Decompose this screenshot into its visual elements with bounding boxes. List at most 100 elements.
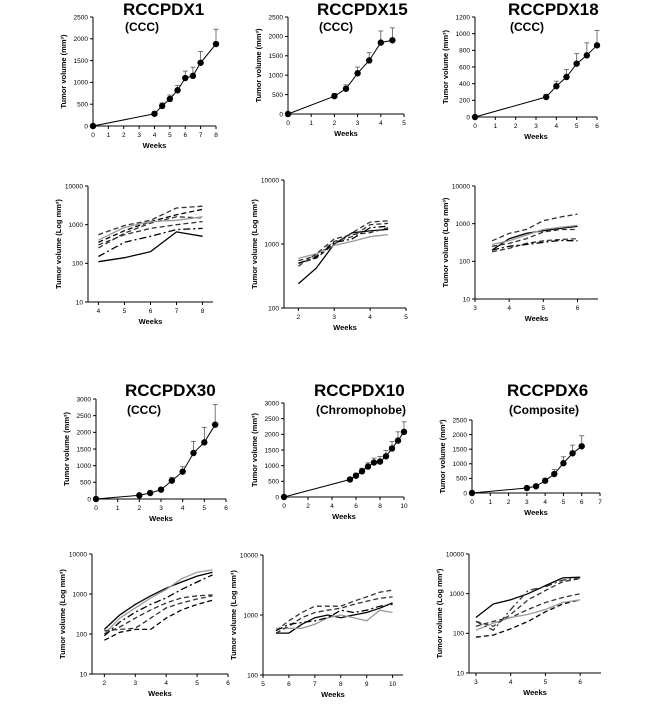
rccpdx1-mean-x-tick-label: 7 bbox=[199, 132, 203, 139]
rccpdx10-mean-y-axis-title: Tumor volume (mm³) bbox=[250, 412, 259, 487]
rccpdx30-mean-x-tick-label: 1 bbox=[116, 505, 120, 512]
rccpdx15-mean-x-tick-label: 3 bbox=[356, 120, 360, 127]
rccpdx15-mean-y-axis-title: Tumor volume (mm³) bbox=[254, 28, 263, 103]
rccpdx30-log-x-tick-label: 2 bbox=[103, 680, 107, 687]
rccpdx18-log-x-tick-label: 4 bbox=[507, 305, 511, 312]
rccpdx18-log-x-axis-title: Weeks bbox=[525, 314, 549, 323]
rccpdx15-log-series-line bbox=[298, 227, 389, 267]
rccpdx10-mean-y-tick-label: 500 bbox=[268, 479, 279, 486]
rccpdx15-mean-data-point bbox=[331, 92, 338, 100]
rccpdx10-mean-y-tick-label: 1000 bbox=[265, 463, 280, 470]
rccpdx6-log-series-line bbox=[475, 599, 581, 631]
rccpdx1-mean-x-axis-title: Weeks bbox=[143, 141, 167, 150]
rccpdx6-log-x-tick-label: 4 bbox=[509, 679, 513, 686]
rccpdx30-mean-data-point bbox=[92, 495, 100, 503]
rccpdx15-log-series-line bbox=[298, 233, 389, 259]
rccpdx1-mean-x-tick-label: 3 bbox=[137, 132, 141, 139]
rccpdx18-log-y-tick-label: 10 bbox=[463, 296, 471, 303]
rccpdx10-mean-series-line bbox=[283, 431, 405, 498]
rccpdx15-mean-y-tick-label: 2000 bbox=[269, 34, 284, 41]
rccpdx6-log-series-line bbox=[475, 576, 581, 619]
rccpdx10-mean-data-point bbox=[346, 476, 354, 483]
rccpdx30-mean-x-tick-label: 4 bbox=[181, 505, 185, 512]
title-rccpdx1: RCCPDX1 bbox=[123, 0, 205, 19]
rccpdx18-mean-data-point bbox=[573, 60, 580, 67]
rccpdx6-log-y-axis-title: Tumor volume (Log mm³) bbox=[435, 568, 444, 658]
rccpdx30-mean-x-tick-label: 5 bbox=[203, 505, 207, 512]
title-rccpdx18: RCCPDX18 bbox=[508, 0, 599, 19]
rccpdx18-mean-x-tick-label: 1 bbox=[494, 123, 498, 130]
rccpdx15-log-y-axis-title: Tumor volume (Log mm³) bbox=[250, 199, 259, 289]
rccpdx30-log-series-line bbox=[103, 574, 213, 637]
rccpdx10-mean-y-tick-label: 3000 bbox=[265, 400, 280, 407]
rccpdx10-mean-y-tick-label: 2000 bbox=[265, 432, 280, 439]
rccpdx10-log-x-axis-title: Weeks bbox=[321, 690, 345, 699]
rccpdx15-log-x-tick-label: 3 bbox=[332, 314, 336, 321]
rccpdx30-log-y-tick-label: 100 bbox=[76, 631, 87, 638]
rccpdx18-log-y-tick-label: 1000 bbox=[456, 221, 471, 228]
rccpdx30-mean-y-tick-label: 0 bbox=[87, 496, 91, 503]
rccpdx18-log-series-line bbox=[491, 224, 578, 246]
rccpdx15-mean-data-point bbox=[366, 57, 373, 64]
rccpdx1-mean-data-point bbox=[151, 110, 158, 117]
rccpdx6-mean-x-tick-label: 3 bbox=[525, 499, 529, 506]
rccpdx18-mean-y-axis-title: Tumor volume (mm³) bbox=[441, 29, 450, 104]
rccpdx15-mean-x-tick-label: 0 bbox=[286, 120, 290, 127]
rccpdx6-mean-y-tick-label: 1000 bbox=[453, 461, 468, 468]
rccpdx10-mean-data-point bbox=[382, 453, 390, 460]
rccpdx15-mean-data-point bbox=[342, 85, 350, 92]
rccpdx1-mean-data-point bbox=[197, 59, 204, 66]
rccpdx6-log-series-line bbox=[475, 599, 581, 638]
rccpdx1-log-series-line bbox=[98, 227, 203, 258]
rccpdx15-mean-x-tick-label: 5 bbox=[402, 120, 406, 127]
rccpdx1-mean-y-tick-label: 1000 bbox=[74, 80, 89, 87]
rccpdx1-log-x-axis-title: Weeks bbox=[139, 317, 163, 326]
rccpdx6-log-series-line bbox=[475, 577, 581, 632]
rccpdx18-mean-x-tick-label: 6 bbox=[595, 123, 599, 130]
rccpdx18-log-x-tick-label: 5 bbox=[542, 305, 546, 312]
rccpdx30-mean-y-tick-label: 3000 bbox=[77, 396, 92, 403]
rccpdx18-mean-data-point bbox=[471, 113, 479, 121]
rccpdx6-mean-x-axis-title: Weeks bbox=[524, 508, 548, 517]
rccpdx6-mean-y-axis-title: Tumor volume (mm³) bbox=[438, 419, 447, 494]
rccpdx30-mean-data-point bbox=[168, 477, 176, 484]
rccpdx15-log-y-tick-label: 100 bbox=[268, 305, 279, 312]
rccpdx30-mean-data-point bbox=[157, 486, 165, 493]
title-rccpdx10: RCCPDX10 bbox=[314, 381, 405, 400]
rccpdx18-log-series-line bbox=[491, 239, 578, 251]
rccpdx6-log-x-axis-title: Weeks bbox=[523, 688, 547, 697]
rccpdx30-mean-x-tick-label: 6 bbox=[224, 505, 228, 512]
rccpdx1-log-x-tick-label: 6 bbox=[149, 308, 153, 315]
rccpdx18-mean-x-tick-label: 3 bbox=[534, 123, 538, 130]
rccpdx6-mean-y-tick-label: 2500 bbox=[453, 417, 468, 424]
rccpdx6-mean-data-point bbox=[551, 470, 558, 478]
rccpdx6-log-series-line bbox=[475, 577, 581, 628]
rccpdx15-mean-y-tick-label: 1500 bbox=[269, 53, 284, 60]
rccpdx1-log-y-tick-label: 100 bbox=[72, 261, 83, 268]
rccpdx1-mean-x-tick-label: 8 bbox=[214, 132, 218, 139]
subtitle-rccpdx30: (CCC) bbox=[127, 403, 161, 417]
rccpdx30-log-series-line bbox=[103, 571, 213, 630]
rccpdx15-log-series-line bbox=[298, 225, 389, 264]
rccpdx6-log-y-tick-label: 10 bbox=[457, 670, 465, 677]
subtitle-rccpdx18: (CCC) bbox=[510, 20, 544, 34]
rccpdx15-log-x-tick-label: 4 bbox=[368, 314, 372, 321]
rccpdx1-mean-data-point bbox=[212, 40, 220, 48]
rccpdx10-mean-data-point bbox=[352, 472, 360, 479]
rccpdx6-mean-data-point bbox=[560, 460, 567, 467]
rccpdx18-log-series-line bbox=[491, 213, 578, 242]
rccpdx1-mean-y-tick-label: 2000 bbox=[74, 36, 89, 43]
rccpdx30-mean-x-tick-label: 2 bbox=[138, 505, 142, 512]
rccpdx30-mean-x-tick-label: 3 bbox=[159, 505, 163, 512]
rccpdx18-mean-y-tick-label: 0 bbox=[466, 114, 470, 121]
rccpdx1-mean-y-tick-label: 500 bbox=[77, 102, 88, 109]
rccpdx18-log-series-line bbox=[491, 228, 578, 247]
rccpdx10-mean-data-point bbox=[400, 428, 408, 436]
rccpdx15-mean-x-tick-label: 4 bbox=[379, 120, 383, 127]
rccpdx6-log-x-tick-label: 5 bbox=[544, 679, 548, 686]
rccpdx18-mean-x-tick-label: 5 bbox=[575, 123, 579, 130]
rccpdx6-log-series-line bbox=[475, 593, 581, 627]
rccpdx30-mean-y-tick-label: 2000 bbox=[77, 430, 92, 437]
rccpdx6-mean-x-tick-label: 0 bbox=[470, 499, 474, 506]
rccpdx10-mean-x-tick-label: 2 bbox=[306, 503, 310, 510]
